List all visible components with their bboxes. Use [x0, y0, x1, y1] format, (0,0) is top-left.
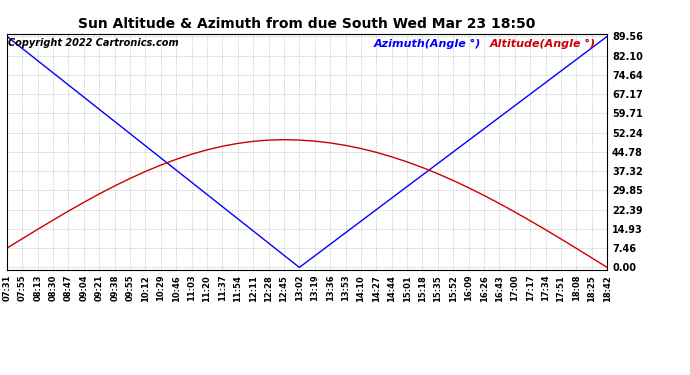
- Title: Sun Altitude & Azimuth from due South Wed Mar 23 18:50: Sun Altitude & Azimuth from due South We…: [79, 17, 535, 31]
- Legend: Azimuth(Angle °), Altitude(Angle °): Azimuth(Angle °), Altitude(Angle °): [373, 39, 595, 50]
- Text: Copyright 2022 Cartronics.com: Copyright 2022 Cartronics.com: [8, 39, 179, 48]
